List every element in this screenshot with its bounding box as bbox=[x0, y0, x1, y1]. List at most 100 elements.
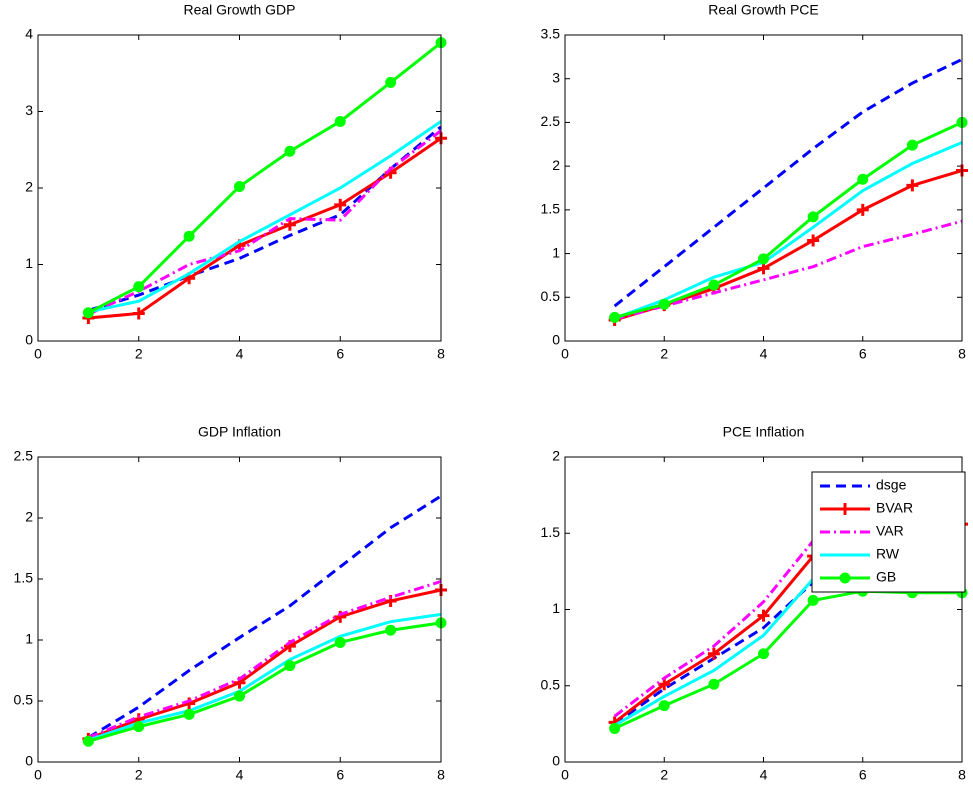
marker-circle bbox=[807, 594, 819, 606]
y-tick-label: 0 bbox=[25, 753, 33, 769]
x-tick-label: 2 bbox=[660, 346, 668, 362]
x-tick-label: 6 bbox=[859, 346, 867, 362]
marker-plus bbox=[757, 262, 770, 275]
y-tick-label: 0.5 bbox=[541, 676, 561, 692]
marker-circle bbox=[284, 145, 296, 157]
chart-title: PCE Inflation bbox=[723, 424, 805, 440]
marker-plus bbox=[283, 218, 296, 231]
marker-circle bbox=[133, 721, 145, 733]
x-tick-label: 2 bbox=[135, 346, 143, 362]
series-line bbox=[87, 129, 442, 316]
x-tick-label: 8 bbox=[958, 767, 966, 783]
marker-circle bbox=[82, 735, 94, 747]
chart-title: Real Growth PCE bbox=[708, 2, 818, 18]
marker-plus bbox=[707, 647, 720, 660]
y-tick-label: 1 bbox=[552, 600, 560, 616]
x-tick-label: 2 bbox=[660, 767, 668, 783]
axes-frame bbox=[564, 456, 963, 763]
legend-label: GB bbox=[876, 569, 896, 585]
marker-circle bbox=[334, 115, 346, 127]
axes-frame bbox=[37, 34, 442, 342]
y-tick-label: 1.5 bbox=[541, 201, 561, 217]
x-tick-label: 4 bbox=[760, 767, 768, 783]
marker-circle bbox=[183, 230, 195, 242]
legend-label: VAR bbox=[876, 523, 904, 539]
marker-circle bbox=[609, 311, 621, 323]
y-tick-label: 0 bbox=[552, 753, 560, 769]
x-tick-label: 2 bbox=[135, 767, 143, 783]
x-tick-label: 8 bbox=[437, 346, 445, 362]
series-line bbox=[87, 494, 442, 739]
y-tick-label: 3 bbox=[25, 102, 33, 118]
marker-plus bbox=[334, 198, 347, 211]
legend-box bbox=[811, 471, 966, 593]
x-tick-label: 8 bbox=[437, 767, 445, 783]
chart-title: GDP Inflation bbox=[198, 424, 281, 440]
series-line bbox=[87, 621, 442, 743]
x-tick-label: 4 bbox=[760, 346, 768, 362]
series-line bbox=[613, 58, 963, 308]
y-tick-label: 2.5 bbox=[541, 113, 561, 129]
y-tick-label: 2 bbox=[25, 509, 33, 525]
marker-plus bbox=[658, 678, 671, 691]
marker-plus bbox=[132, 307, 145, 320]
marker-circle bbox=[82, 307, 94, 319]
marker-circle bbox=[234, 690, 245, 702]
marker-circle bbox=[234, 180, 245, 192]
y-tick-label: 0.5 bbox=[541, 288, 561, 304]
x-tick-label: 0 bbox=[561, 767, 569, 783]
x-tick-label: 4 bbox=[236, 767, 244, 783]
x-tick-label: 0 bbox=[34, 346, 42, 362]
y-tick-label: 3 bbox=[552, 69, 560, 85]
series-line bbox=[614, 219, 963, 321]
y-tick-label: 1 bbox=[552, 244, 560, 260]
series-line bbox=[87, 41, 442, 315]
x-tick-label: 6 bbox=[336, 767, 344, 783]
marker-circle bbox=[658, 298, 670, 310]
marker-plus bbox=[757, 609, 770, 622]
marker-circle bbox=[708, 678, 720, 690]
marker-plus bbox=[856, 203, 869, 216]
legend-label: dsge bbox=[876, 477, 907, 493]
y-tick-label: 1 bbox=[25, 255, 33, 271]
marker-circle bbox=[133, 281, 145, 293]
y-tick-label: 0 bbox=[25, 332, 33, 348]
x-tick-label: 8 bbox=[958, 346, 966, 362]
marker-circle bbox=[807, 211, 819, 223]
plot-area bbox=[565, 35, 962, 341]
x-tick-label: 4 bbox=[236, 346, 244, 362]
series-line bbox=[614, 121, 963, 319]
marker-circle bbox=[385, 76, 397, 88]
y-tick-label: 2 bbox=[552, 157, 560, 173]
series-line bbox=[614, 141, 963, 320]
marker-circle bbox=[658, 700, 670, 712]
legend-label: RW bbox=[876, 546, 900, 562]
marker-circle bbox=[334, 636, 346, 648]
y-tick-label: 3.5 bbox=[541, 26, 561, 42]
y-tick-label: 2 bbox=[25, 179, 33, 195]
marker-circle bbox=[906, 139, 918, 151]
legend-label: BVAR bbox=[876, 500, 913, 516]
plot-area bbox=[38, 457, 441, 762]
marker-plus bbox=[807, 234, 820, 247]
marker-circle bbox=[857, 173, 869, 185]
series-line bbox=[87, 588, 442, 741]
y-tick-label: 2 bbox=[552, 448, 560, 464]
marker-plus bbox=[839, 503, 851, 515]
y-tick-label: 1.5 bbox=[14, 570, 34, 586]
marker-circle bbox=[609, 722, 621, 734]
y-tick-label: 2.5 bbox=[14, 448, 34, 464]
marker-plus bbox=[906, 179, 919, 192]
marker-circle bbox=[708, 279, 720, 291]
y-tick-label: 0.5 bbox=[14, 692, 34, 708]
marker-circle bbox=[183, 708, 195, 720]
x-tick-label: 6 bbox=[859, 767, 867, 783]
y-tick-label: 0 bbox=[552, 332, 560, 348]
marker-circle bbox=[284, 660, 296, 672]
x-tick-label: 6 bbox=[336, 346, 344, 362]
y-tick-label: 1.5 bbox=[541, 524, 561, 540]
y-tick-label: 4 bbox=[25, 26, 33, 42]
x-tick-label: 0 bbox=[561, 346, 569, 362]
series-line bbox=[87, 580, 442, 739]
